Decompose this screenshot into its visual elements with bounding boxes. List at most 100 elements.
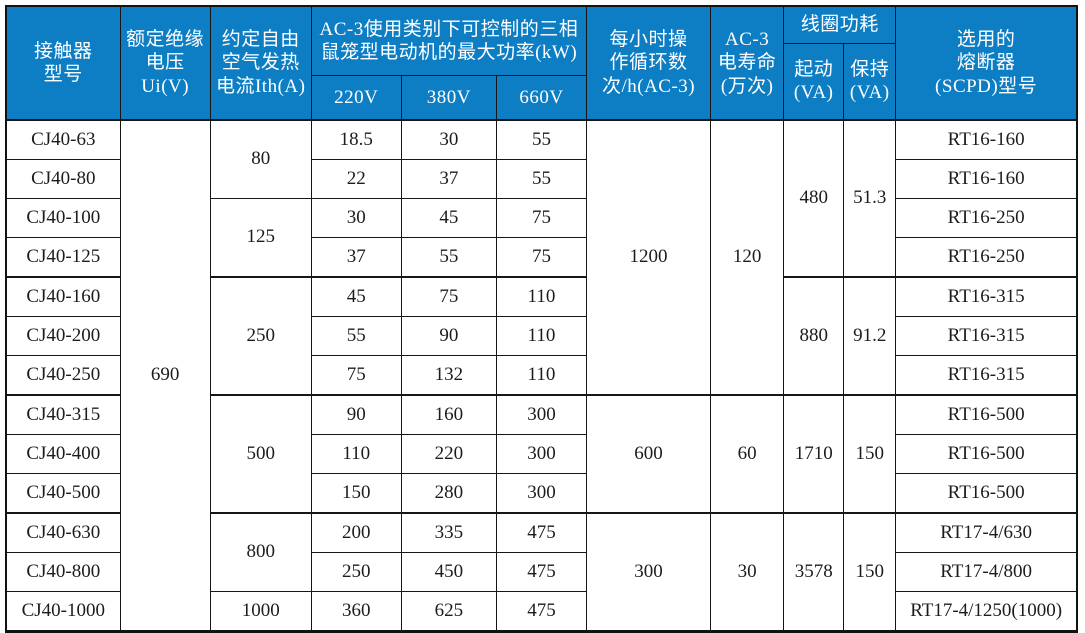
cell-power-380v: 160: [400, 394, 497, 435]
cell-coil-hold-va: 51.3: [843, 119, 897, 278]
cell-power-660v: 75: [495, 198, 588, 238]
header-power-380v: 380V: [400, 74, 497, 121]
cell-coil-hold-va: 150: [843, 394, 897, 514]
table-row: CJ40-100 125 30 45 75 RT16-250: [5, 198, 1078, 278]
header-row-1: 接触器 型号 额定绝缘 电压Ui(V) 约定自由 空气发热 电流Ith(A) A…: [5, 5, 1078, 121]
cell-power-220v: 30: [310, 198, 402, 238]
cell-ith: 1000: [209, 591, 312, 632]
table-row: CJ40-63 690 80 18.5 30 55 1200 120 480 51.3 RT16-1…: [5, 119, 1078, 632]
cell-ith: 125: [209, 198, 312, 278]
header-coil-consumption-group: 线圈功耗: [783, 5, 897, 44]
cell-power-660v: 55: [495, 119, 588, 160]
header-power-220v: 220V: [310, 74, 402, 121]
cell-power-220v: 150: [310, 473, 402, 514]
cell-coil-hold-va: 150: [843, 512, 897, 632]
cell-power-220v: 90: [310, 394, 402, 435]
cell-model: CJ40-315: [5, 394, 121, 435]
table-row: CJ40-500 150 280 300 RT16-500: [5, 473, 1078, 514]
cell-cycles-per-hour: 600: [585, 394, 712, 514]
table-row: CJ40-400 110 220 300 RT16-500: [5, 434, 1078, 474]
table-body: CJ40-63 690 80 18.5 30 55 1200 120 480 51.3 RT16-1…: [5, 119, 1078, 632]
cell-power-220v: 75: [310, 355, 402, 396]
cell-fuse-type: RT16-250: [895, 198, 1078, 238]
cell-power-220v: 45: [310, 276, 402, 317]
cell-model: CJ40-200: [5, 316, 121, 356]
cell-power-660v: 110: [495, 276, 588, 317]
cell-power-380v: 280: [400, 473, 497, 514]
header-max-power-group: AC-3使用类别下可控制的三相 鼠笼型电动机的最大功率(kW): [310, 5, 588, 76]
cell-fuse-type: RT16-250: [895, 237, 1078, 278]
cell-power-380v: 37: [400, 159, 497, 199]
cell-model: CJ40-250: [5, 355, 121, 396]
header-electrical-life: AC-3 电寿命 (万次): [710, 5, 785, 121]
header-cycles-per-hour: 每小时操 作循环数 次/h(AC-3): [585, 5, 712, 121]
cell-ith: 500: [209, 394, 312, 514]
cell-power-380v: 55: [400, 237, 497, 278]
header-row-3: 220V 380V 660V: [6, 74, 1077, 121]
cell-power-220v: 22: [310, 159, 402, 199]
cell-fuse-type: RT16-315: [895, 276, 1078, 317]
cell-power-220v: 200: [310, 512, 402, 553]
cell-power-380v: 220: [400, 434, 497, 474]
table-row: CJ40-200 55 90 110 RT16-315: [5, 316, 1078, 356]
cell-power-380v: 132: [400, 355, 497, 396]
cell-ith: 250: [209, 276, 312, 396]
table-row: CJ40-80 22 37 55 RT16-160: [5, 159, 1078, 199]
header-coil-hold-va: 保持 (VA): [843, 42, 897, 121]
cell-power-220v: 18.5: [310, 119, 402, 160]
cell-power-660v: 300: [495, 394, 588, 435]
cell-rated-voltage: 690: [119, 119, 211, 632]
cell-electrical-life: 60: [710, 394, 785, 514]
cell-power-660v: 475: [495, 591, 588, 632]
cell-model: CJ40-160: [5, 276, 121, 317]
cell-model: CJ40-100: [5, 198, 121, 238]
contactor-spec-table-wrap: 接触器 型号 额定绝缘 电压Ui(V) 约定自由 空气发热 电流Ith(A) A…: [5, 5, 1078, 633]
contactor-spec-table: 接触器 型号 额定绝缘 电压Ui(V) 约定自由 空气发热 电流Ith(A) A…: [5, 5, 1078, 633]
cell-power-380v: 45: [400, 198, 497, 238]
cell-electrical-life: 120: [710, 119, 785, 396]
cell-model: CJ40-125: [5, 237, 121, 278]
cell-coil-start-va: 1710: [783, 394, 845, 514]
cell-fuse-type: RT16-315: [895, 316, 1078, 356]
cell-power-220v: 250: [310, 552, 402, 592]
header-fuse-type: 选用的 熔断器 (SCPD)型号: [895, 5, 1078, 121]
cell-model: CJ40-500: [5, 473, 121, 514]
cell-power-660v: 475: [495, 512, 588, 553]
cell-power-220v: 110: [310, 434, 402, 474]
cell-coil-start-va: 480: [783, 119, 845, 278]
cell-model: CJ40-800: [5, 552, 121, 592]
cell-power-660v: 300: [495, 434, 588, 474]
cell-power-380v: 30: [400, 119, 497, 160]
cell-coil-hold-va: 91.2: [843, 276, 897, 396]
cell-ith: 800: [209, 512, 312, 592]
table-row: CJ40-250 75 132 110 RT16-315: [5, 355, 1078, 396]
cell-model: CJ40-630: [5, 512, 121, 553]
cell-fuse-type: RT16-160: [895, 159, 1078, 199]
cell-cycles-per-hour: 1200: [585, 119, 712, 396]
header-model: 接触器 型号: [5, 5, 121, 121]
cell-power-660v: 75: [495, 237, 588, 278]
cell-power-380v: 75: [400, 276, 497, 317]
cell-power-660v: 110: [495, 355, 588, 396]
cell-fuse-type: RT16-500: [895, 394, 1078, 435]
cell-power-220v: 360: [310, 591, 402, 632]
cell-power-380v: 450: [400, 552, 497, 592]
cell-fuse-type: RT16-500: [895, 434, 1078, 474]
cell-power-380v: 625: [400, 591, 497, 632]
cell-power-380v: 335: [400, 512, 497, 553]
header-rated-insulation-voltage: 额定绝缘 电压Ui(V): [119, 5, 211, 121]
table-row: CJ40-160 250 45 75 110 880 91.2 RT16-315: [5, 276, 1078, 396]
cell-power-660v: 475: [495, 552, 588, 592]
cell-model: CJ40-63: [5, 119, 121, 160]
cell-power-380v: 90: [400, 316, 497, 356]
header-power-660v: 660V: [495, 74, 588, 121]
cell-model: CJ40-400: [5, 434, 121, 474]
cell-fuse-type: RT17-4/1250(1000): [895, 591, 1078, 632]
cell-power-660v: 55: [495, 159, 588, 199]
cell-coil-start-va: 3578: [783, 512, 845, 632]
cell-fuse-type: RT16-500: [895, 473, 1078, 514]
cell-model: CJ40-1000: [5, 591, 121, 632]
cell-coil-start-va: 880: [783, 276, 845, 396]
header-conventional-thermal-current: 约定自由 空气发热 电流Ith(A): [209, 5, 312, 121]
cell-power-220v: 37: [310, 237, 402, 278]
